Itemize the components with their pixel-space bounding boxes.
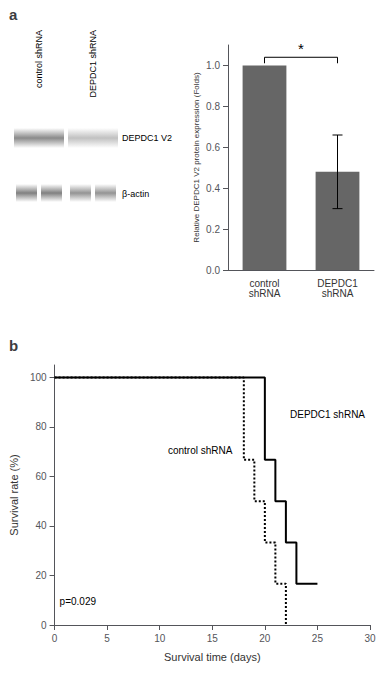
svg-text:0.8: 0.8 <box>206 101 220 112</box>
svg-text:Survival time (days): Survival time (days) <box>164 651 261 663</box>
svg-text:80: 80 <box>35 421 47 432</box>
svg-text:Survival rate (%): Survival rate (%) <box>8 454 20 535</box>
svg-text:a: a <box>9 6 18 23</box>
svg-text:20: 20 <box>259 633 271 644</box>
svg-text:β-actin: β-actin <box>122 189 149 199</box>
svg-text:1.0: 1.0 <box>206 60 220 71</box>
svg-text:40: 40 <box>35 520 47 531</box>
svg-text:0.4: 0.4 <box>206 183 220 194</box>
svg-text:*: * <box>298 40 304 57</box>
svg-text:5: 5 <box>104 633 110 644</box>
svg-text:0.0: 0.0 <box>206 265 220 276</box>
svg-text:control shRNA: control shRNA <box>34 30 44 88</box>
svg-text:shRNA: shRNA <box>249 288 281 299</box>
svg-text:DEPDC1 V2: DEPDC1 V2 <box>122 133 172 143</box>
svg-text:b: b <box>9 337 18 354</box>
svg-text:100: 100 <box>30 372 47 383</box>
svg-text:control shRNA: control shRNA <box>168 445 233 456</box>
svg-text:30: 30 <box>364 633 376 644</box>
svg-text:60: 60 <box>35 471 47 482</box>
svg-text:0.2: 0.2 <box>206 224 220 235</box>
svg-text:control: control <box>249 277 280 289</box>
svg-text:shRNA: shRNA <box>322 288 354 299</box>
svg-text:25: 25 <box>312 633 324 644</box>
svg-text:15: 15 <box>207 633 219 644</box>
svg-text:0: 0 <box>41 620 47 631</box>
svg-text:p=0.029: p=0.029 <box>60 596 97 607</box>
svg-text:DEPDC1 shRNA: DEPDC1 shRNA <box>88 30 98 98</box>
svg-text:20: 20 <box>35 570 47 581</box>
svg-text:0.6: 0.6 <box>206 142 220 153</box>
svg-text:DEPDC1: DEPDC1 <box>317 277 358 289</box>
svg-text:0: 0 <box>52 633 58 644</box>
svg-text:10: 10 <box>154 633 166 644</box>
svg-text:DEPDC1 shRNA: DEPDC1 shRNA <box>290 409 365 420</box>
svg-text:Relative DEPDC1 V2 protein exp: Relative DEPDC1 V2 protein expression (F… <box>192 72 201 243</box>
